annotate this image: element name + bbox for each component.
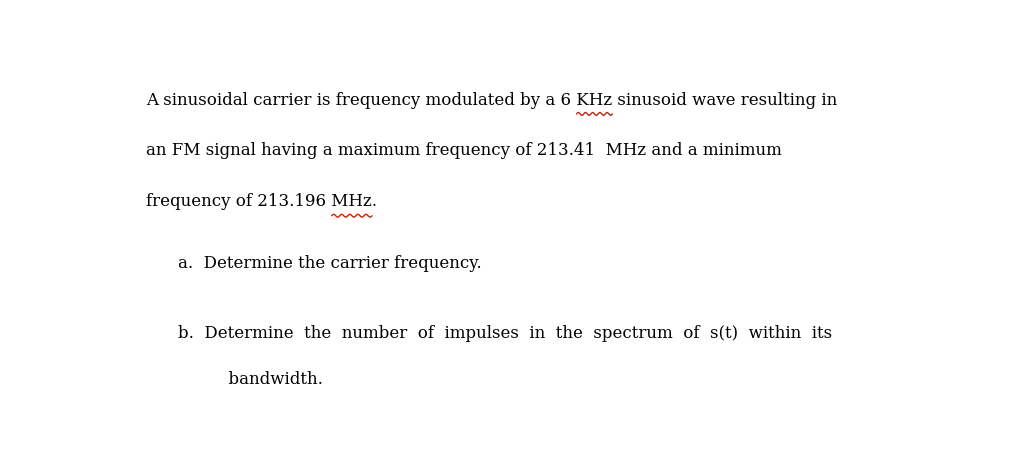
Text: an FM signal having a maximum frequency of 213.41  MHz and a minimum: an FM signal having a maximum frequency … <box>146 142 782 159</box>
Text: frequency of 213.196 MHz.: frequency of 213.196 MHz. <box>146 193 377 210</box>
Text: A sinusoidal carrier is frequency modulated by a 6 KHz sinusoid wave resulting i: A sinusoidal carrier is frequency modula… <box>146 91 837 108</box>
Text: bandwidth.: bandwidth. <box>197 370 322 387</box>
Text: b.  Determine  the  number  of  impulses  in  the  spectrum  of  s(t)  within  i: b. Determine the number of impulses in t… <box>178 324 832 341</box>
Text: a.  Determine the carrier frequency.: a. Determine the carrier frequency. <box>178 254 482 271</box>
